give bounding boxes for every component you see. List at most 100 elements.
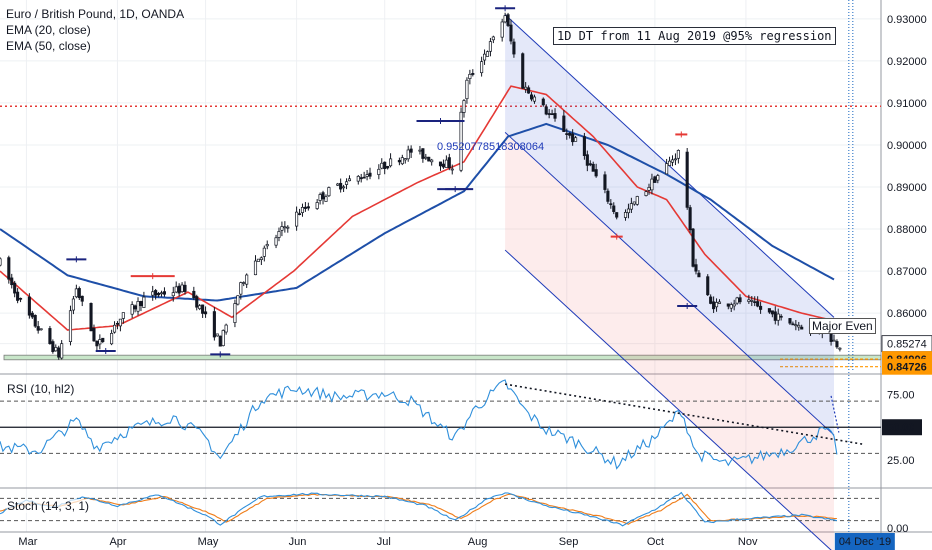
candle[interactable] xyxy=(218,335,222,347)
candle[interactable] xyxy=(303,206,307,209)
candle[interactable] xyxy=(553,113,557,119)
channel-lower-line[interactable] xyxy=(504,249,834,550)
candle[interactable] xyxy=(280,226,284,231)
candle[interactable] xyxy=(471,73,475,75)
candle[interactable] xyxy=(233,303,237,323)
candle[interactable] xyxy=(71,298,75,311)
candle[interactable] xyxy=(397,160,401,163)
candle[interactable] xyxy=(118,318,122,327)
candle[interactable] xyxy=(794,324,798,327)
candle[interactable] xyxy=(409,148,413,153)
candle[interactable] xyxy=(162,291,167,295)
candle[interactable] xyxy=(485,51,490,57)
candle[interactable] xyxy=(644,191,648,196)
candle[interactable] xyxy=(377,168,381,175)
candle[interactable] xyxy=(529,94,534,100)
candle[interactable] xyxy=(670,159,675,163)
candle[interactable] xyxy=(606,190,610,202)
candle[interactable] xyxy=(694,264,698,272)
candle[interactable] xyxy=(151,291,155,296)
candle[interactable] xyxy=(339,182,343,190)
candle[interactable] xyxy=(547,113,551,115)
candle[interactable] xyxy=(656,175,660,181)
candle[interactable] xyxy=(797,324,801,328)
current-date-badge[interactable] xyxy=(834,533,895,550)
candle[interactable] xyxy=(444,159,448,168)
candle[interactable] xyxy=(192,290,196,299)
candle[interactable] xyxy=(532,96,537,102)
candle[interactable] xyxy=(236,295,240,305)
candle[interactable] xyxy=(632,201,636,205)
candle[interactable] xyxy=(389,158,393,167)
candle[interactable] xyxy=(33,314,37,327)
candle[interactable] xyxy=(386,166,390,169)
candle[interactable] xyxy=(832,339,836,342)
candle[interactable] xyxy=(115,322,120,325)
candle[interactable] xyxy=(714,302,719,308)
candle[interactable] xyxy=(198,305,202,310)
candle[interactable] xyxy=(177,285,181,294)
candle[interactable] xyxy=(483,53,487,61)
candle[interactable] xyxy=(726,303,730,307)
candle[interactable] xyxy=(447,157,451,169)
candle[interactable] xyxy=(356,175,360,182)
candle[interactable] xyxy=(139,301,143,307)
candle[interactable] xyxy=(503,15,507,23)
candle[interactable] xyxy=(791,323,795,326)
stoch-k-line[interactable] xyxy=(0,491,838,527)
candle[interactable] xyxy=(776,313,780,321)
candle[interactable] xyxy=(541,98,545,106)
candle[interactable] xyxy=(459,111,463,171)
candle[interactable] xyxy=(623,212,628,218)
candle[interactable] xyxy=(112,324,117,333)
major-event-label[interactable]: Major Even xyxy=(809,318,876,334)
candle[interactable] xyxy=(242,282,246,284)
candle[interactable] xyxy=(157,292,161,296)
candle[interactable] xyxy=(39,328,43,331)
candle[interactable] xyxy=(133,305,137,310)
candle[interactable] xyxy=(788,318,792,324)
ema20-line[interactable] xyxy=(0,85,838,331)
regression-annotation[interactable]: 1D DT from 11 Aug 2019 @95% regression xyxy=(553,27,836,45)
price-tag-badge[interactable] xyxy=(882,358,932,375)
candle[interactable] xyxy=(383,161,387,169)
candle[interactable] xyxy=(10,277,14,286)
legend-ema50[interactable]: EMA (50, close) xyxy=(6,39,91,53)
candle[interactable] xyxy=(54,347,58,352)
candle[interactable] xyxy=(488,41,492,52)
candle[interactable] xyxy=(30,312,34,318)
candle[interactable] xyxy=(0,258,2,266)
candle[interactable] xyxy=(732,303,736,307)
candle[interactable] xyxy=(306,206,310,209)
candle[interactable] xyxy=(74,288,78,298)
candle[interactable] xyxy=(676,150,680,159)
candle[interactable] xyxy=(635,196,639,205)
candle[interactable] xyxy=(735,297,739,304)
candle[interactable] xyxy=(57,347,61,358)
candle[interactable] xyxy=(13,282,17,294)
candle[interactable] xyxy=(747,299,751,302)
candle[interactable] xyxy=(365,174,369,177)
candle[interactable] xyxy=(594,169,598,177)
candle[interactable] xyxy=(110,333,114,345)
candle[interactable] xyxy=(626,208,630,214)
candle[interactable] xyxy=(441,163,445,168)
candle[interactable] xyxy=(60,343,64,359)
legend-ema20[interactable]: EMA (20, close) xyxy=(6,23,91,37)
candle[interactable] xyxy=(612,205,616,212)
candle[interactable] xyxy=(239,282,243,295)
candle[interactable] xyxy=(101,337,105,342)
candle[interactable] xyxy=(527,87,531,94)
candle[interactable] xyxy=(562,115,566,132)
candle[interactable] xyxy=(418,149,422,152)
candle[interactable] xyxy=(77,288,81,299)
candle[interactable] xyxy=(509,24,513,42)
candle[interactable] xyxy=(468,73,472,79)
candle[interactable] xyxy=(286,226,290,229)
candle[interactable] xyxy=(759,305,763,310)
candle[interactable] xyxy=(221,330,225,347)
candle[interactable] xyxy=(568,133,572,136)
candle[interactable] xyxy=(609,203,613,206)
candle[interactable] xyxy=(653,176,657,183)
candle[interactable] xyxy=(297,213,302,215)
